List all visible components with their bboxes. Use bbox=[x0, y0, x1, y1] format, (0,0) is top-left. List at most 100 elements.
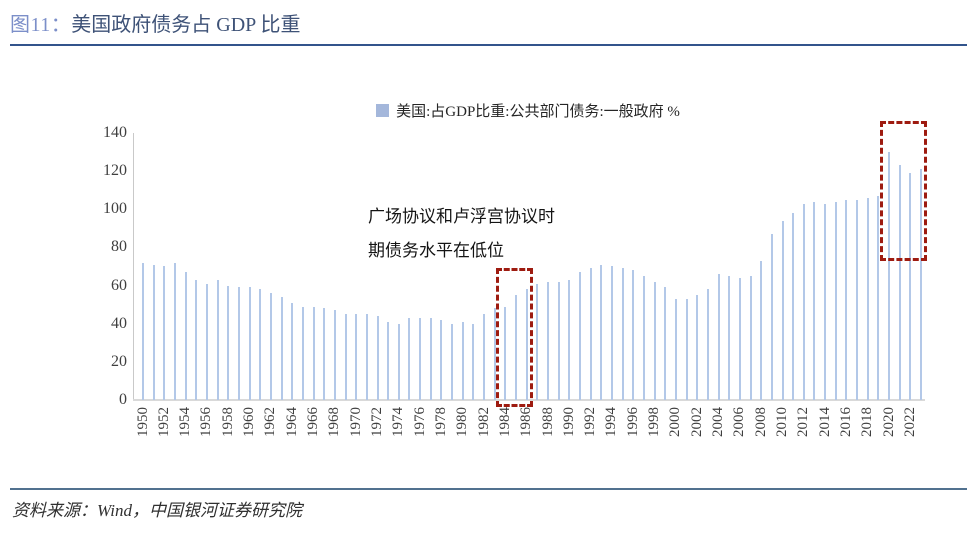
x-tick-label: 1966 bbox=[305, 407, 321, 437]
bar bbox=[248, 287, 251, 400]
x-tick-label: 2010 bbox=[774, 407, 790, 437]
bar bbox=[237, 287, 240, 400]
x-tick-label: 2006 bbox=[731, 407, 748, 437]
bar bbox=[760, 261, 763, 400]
bar bbox=[888, 152, 890, 400]
x-tick-label: 2000 bbox=[667, 407, 684, 437]
highlight-box bbox=[496, 268, 533, 407]
bar bbox=[898, 165, 901, 400]
bar bbox=[152, 265, 155, 400]
bar bbox=[621, 268, 624, 400]
figure-number: 图11： bbox=[10, 14, 72, 36]
x-tick-label: 2004 bbox=[710, 407, 726, 437]
bar bbox=[792, 213, 795, 400]
bar bbox=[813, 202, 816, 400]
y-tick-label: 40 bbox=[111, 314, 127, 332]
bar bbox=[877, 196, 880, 400]
bar bbox=[610, 266, 613, 400]
x-tick-label: 1964 bbox=[283, 407, 300, 437]
x-tick-label: 1994 bbox=[603, 407, 620, 437]
bar bbox=[323, 308, 326, 400]
y-axis-line bbox=[133, 133, 134, 400]
y-tick-label: 100 bbox=[103, 200, 127, 218]
bar bbox=[685, 299, 688, 400]
bar bbox=[920, 169, 922, 400]
bar bbox=[664, 287, 667, 400]
bar bbox=[483, 314, 485, 400]
bar bbox=[280, 297, 283, 400]
x-tick-label: 2016 bbox=[837, 407, 854, 437]
x-tick-label: 1956 bbox=[198, 407, 215, 437]
bar bbox=[163, 266, 166, 400]
y-tick-label: 80 bbox=[111, 238, 127, 256]
x-tick-label: 2012 bbox=[795, 407, 812, 437]
bar bbox=[472, 324, 475, 400]
bar bbox=[749, 276, 752, 400]
legend-marker-icon bbox=[376, 104, 390, 117]
x-tick-label: 1972 bbox=[369, 407, 385, 437]
y-tick-label: 0 bbox=[119, 391, 127, 408]
bar bbox=[525, 289, 528, 400]
x-tick-label: 1950 bbox=[134, 407, 151, 437]
x-tick-label: 1954 bbox=[177, 407, 194, 437]
bar bbox=[387, 322, 390, 400]
bar bbox=[440, 320, 443, 400]
x-tick-label: 2008 bbox=[752, 407, 769, 437]
bar bbox=[408, 318, 411, 400]
x-tick-label: 1998 bbox=[646, 407, 663, 437]
x-tick-label: 2018 bbox=[859, 407, 876, 437]
bar bbox=[568, 280, 571, 400]
bar bbox=[493, 308, 496, 400]
y-tick-label: 140 bbox=[103, 124, 127, 141]
bar bbox=[909, 173, 912, 400]
bar bbox=[589, 268, 592, 400]
bar bbox=[557, 282, 560, 400]
bar bbox=[781, 221, 784, 400]
x-tick-label: 1968 bbox=[326, 407, 343, 437]
bar bbox=[856, 200, 859, 400]
bar bbox=[834, 202, 837, 400]
bar bbox=[845, 200, 848, 400]
x-tick-label: 1962 bbox=[262, 407, 279, 437]
bar bbox=[642, 276, 645, 400]
bar bbox=[717, 274, 720, 400]
bar bbox=[632, 270, 635, 400]
source-note: 资料来源：Wind，中国银河证券研究院 bbox=[12, 501, 302, 520]
x-tick-label: 2022 bbox=[901, 407, 918, 437]
bar bbox=[696, 295, 699, 400]
bar bbox=[706, 289, 709, 400]
bar bbox=[195, 280, 198, 400]
figure-title: 美国政府债务占 GDP 比重 bbox=[71, 14, 301, 36]
x-tick-label: 1974 bbox=[390, 407, 407, 437]
title-divider bbox=[10, 44, 967, 46]
bar bbox=[216, 280, 219, 400]
x-tick-label: 1980 bbox=[454, 407, 471, 437]
x-tick-label: 1958 bbox=[219, 407, 236, 437]
bar bbox=[174, 263, 176, 400]
bar bbox=[802, 204, 805, 400]
bar bbox=[291, 303, 294, 400]
x-tick-label: 2002 bbox=[688, 407, 705, 437]
bar bbox=[653, 282, 656, 400]
annotation-line-1: 广场协议和卢浮宫协议时 bbox=[368, 207, 555, 226]
bar bbox=[419, 318, 422, 400]
bar bbox=[429, 318, 432, 400]
bar bbox=[301, 307, 304, 400]
bar bbox=[579, 272, 581, 400]
x-tick-label: 1976 bbox=[411, 407, 428, 437]
bar bbox=[504, 307, 507, 400]
figure-header: 图11：美国政府债务占 GDP 比重 bbox=[10, 8, 301, 37]
highlight-box bbox=[880, 121, 927, 261]
bar bbox=[312, 307, 315, 400]
x-tick-label: 2020 bbox=[880, 407, 897, 437]
y-tick-label: 120 bbox=[103, 162, 127, 180]
x-tick-label: 1986 bbox=[518, 407, 535, 437]
x-tick-label: 1988 bbox=[539, 407, 556, 437]
x-tick-label: 1960 bbox=[241, 407, 258, 437]
annotation-line-2: 期债务水平在低位 bbox=[368, 241, 504, 260]
bar bbox=[515, 295, 517, 400]
bar bbox=[227, 286, 230, 400]
bar bbox=[738, 278, 741, 400]
bar bbox=[866, 198, 869, 400]
